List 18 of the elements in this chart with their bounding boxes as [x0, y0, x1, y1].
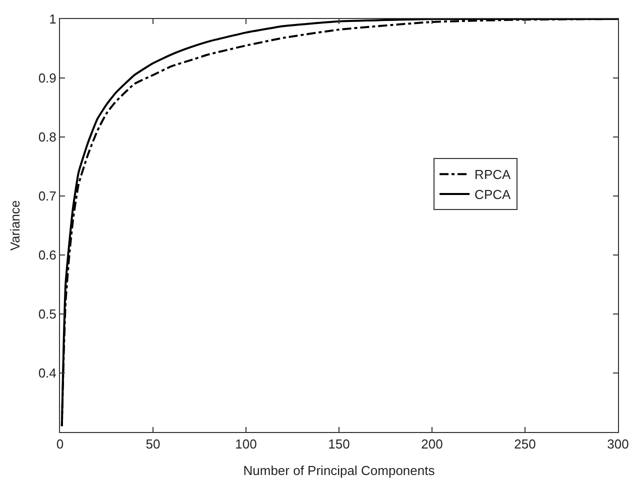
y-tick-label: 0.5: [38, 306, 56, 322]
x-tick-label: 100: [235, 436, 257, 452]
y-tick-label: 0.7: [38, 188, 56, 204]
x-axis-title: Number of Principal Components: [243, 463, 436, 478]
x-tick-label: 300: [607, 436, 629, 452]
y-tick-label: 0.4: [38, 366, 56, 381]
legend-label: CPCA: [474, 187, 512, 202]
y-tick-label: 0.8: [38, 130, 56, 145]
x-tick-label: 0: [56, 436, 64, 452]
legend-label: RPCA: [474, 167, 512, 182]
x-tick-label: 250: [514, 436, 536, 452]
x-tick-label: 200: [421, 436, 443, 452]
x-tick-label: 150: [328, 436, 350, 452]
y-tick-label: 0.6: [38, 248, 56, 263]
x-tick-label: 50: [146, 436, 160, 452]
y-tick-label: 1: [49, 12, 56, 27]
y-axis-title: Variance: [7, 200, 22, 251]
y-tick-label: 0.9: [38, 70, 56, 86]
